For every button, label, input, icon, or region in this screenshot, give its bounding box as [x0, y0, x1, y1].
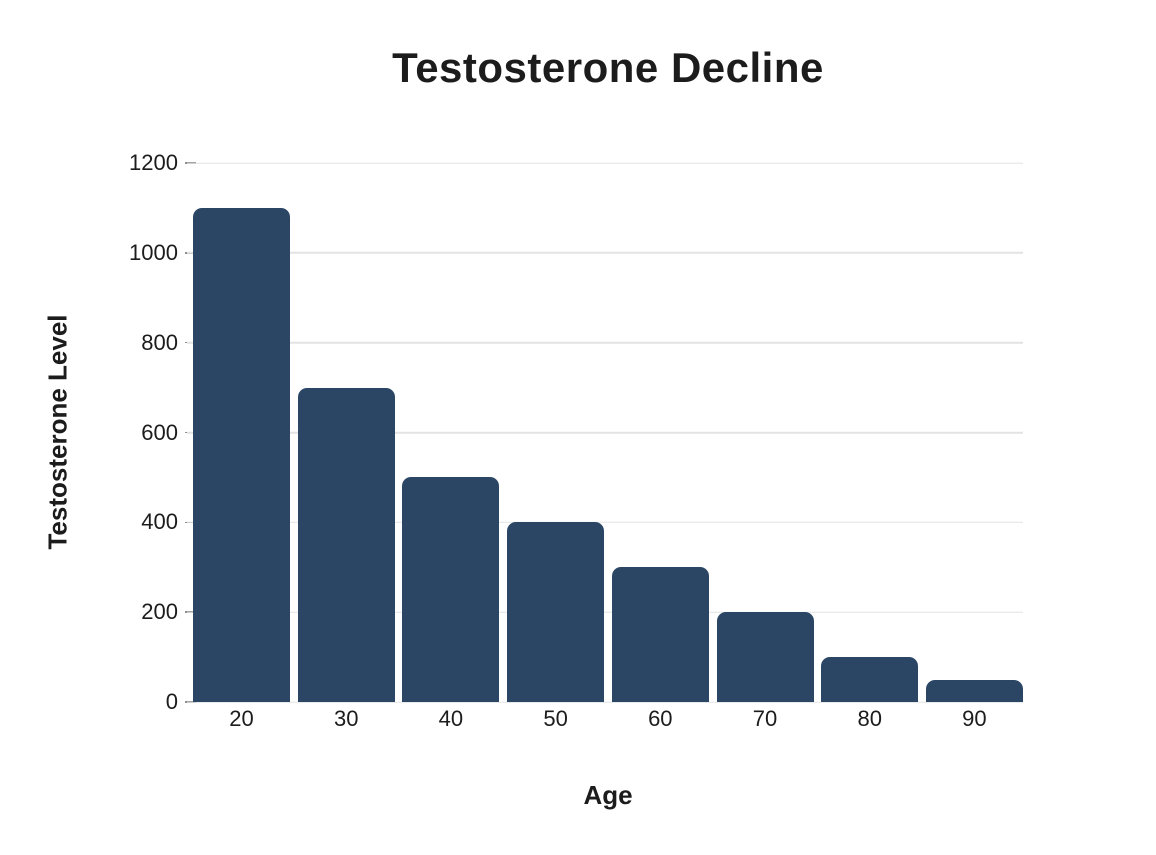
- y-tick-label-400: 400: [141, 509, 178, 535]
- x-axis-labels: 20 30 40 50 60 70 80 90: [193, 706, 1023, 732]
- gridline-800: [187, 341, 1023, 344]
- y-tick-label-200: 200: [141, 599, 178, 625]
- plot-area: [187, 162, 1023, 703]
- y-tick-label-800: 800: [141, 329, 178, 355]
- x-tick-label-40: 40: [438, 706, 464, 731]
- bar-age-80: [821, 657, 919, 702]
- x-tick-label-30: 30: [333, 706, 359, 731]
- bar-age-20: [193, 207, 290, 702]
- gridline-1200: [187, 162, 1023, 164]
- gridline-1000: [187, 252, 1023, 254]
- bar-age-60: [611, 567, 709, 702]
- x-tick-label-90: 90: [962, 706, 987, 731]
- gridline-600: [187, 431, 1023, 434]
- y-tick-label-1000: 1000: [129, 239, 178, 265]
- y-tick-label-1200: 1200: [129, 150, 178, 175]
- gridline-400: [187, 521, 1023, 524]
- y-tick-label-0: 0: [165, 689, 178, 714]
- y-tick-label-600: 600: [141, 419, 178, 445]
- bar-age-40: [402, 477, 500, 702]
- x-tick-label-20: 20: [229, 706, 254, 731]
- gridline-0: [187, 701, 1023, 703]
- chart-title: Testosterone Decline: [392, 44, 824, 91]
- y-tick-row-600: 600: [141, 420, 196, 446]
- y-tick-row-1200: 1200: [129, 150, 196, 176]
- bar-age-50: [507, 522, 605, 702]
- bar-age-30: [297, 387, 395, 702]
- y-tick-row-800: 800: [141, 330, 196, 356]
- x-tick-label-50: 50: [543, 706, 568, 731]
- x-tick-label-60: 60: [648, 706, 673, 731]
- x-tick-label-80: 80: [857, 706, 882, 731]
- bar-age-70: [716, 612, 814, 702]
- x-tick-label-70: 70: [752, 706, 778, 731]
- y-tick-row-1000: 1000: [129, 240, 196, 266]
- bar-age-90: [925, 679, 1023, 702]
- bars: [193, 163, 1023, 702]
- y-axis-labels: 0 200 400 600 800 1000 1200: [0, 150, 196, 714]
- x-axis-title: Age: [583, 780, 633, 810]
- gridline-200: [187, 611, 1023, 613]
